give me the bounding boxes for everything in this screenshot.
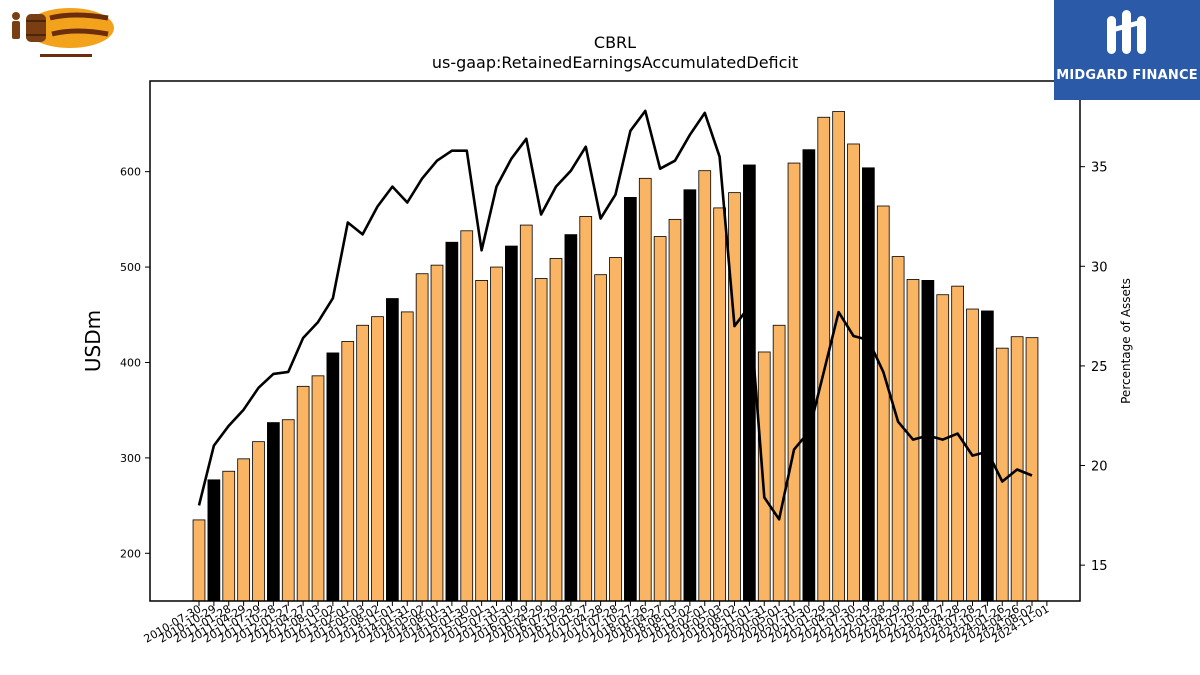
bar — [653, 236, 667, 602]
bars-layer — [192, 111, 1039, 602]
bar — [832, 111, 845, 602]
bar — [371, 316, 384, 602]
y2-tick-label: 15 — [1091, 559, 1108, 574]
pct-of-assets-line — [197, 109, 1033, 521]
bar — [386, 298, 399, 602]
bar — [713, 207, 726, 602]
x-axis: 2010-07-302010-10-292011-01-282011-04-29… — [142, 601, 1051, 646]
bar — [624, 197, 637, 602]
bar — [951, 285, 964, 602]
bar — [267, 422, 280, 602]
y2-axis-label: Percentage of Assets — [1119, 278, 1133, 404]
bar — [356, 324, 369, 602]
y-tick-label: 600 — [120, 166, 141, 179]
bar — [281, 419, 295, 602]
y-axis: 200 300 400 500 600 — [120, 166, 150, 560]
bar — [549, 258, 563, 602]
bar — [207, 479, 221, 602]
cracker-barrel-logo — [4, 4, 116, 64]
bar — [430, 264, 444, 602]
bar — [847, 143, 860, 602]
bar — [490, 266, 503, 602]
bar — [564, 234, 578, 602]
bar — [505, 245, 518, 602]
bar — [609, 257, 622, 602]
bar — [862, 167, 875, 602]
bar — [787, 162, 801, 602]
bar — [311, 375, 325, 602]
bar — [460, 230, 474, 602]
bar — [296, 385, 310, 602]
bar — [415, 273, 429, 602]
chart-title: CBRL — [594, 33, 636, 52]
chart-subtitle: us-gaap:RetainedEarningsAccumulatedDefic… — [432, 53, 798, 72]
bar — [475, 280, 488, 602]
bar — [698, 170, 712, 602]
bar — [341, 341, 355, 602]
bar — [1025, 337, 1039, 602]
line-layer — [197, 109, 1033, 521]
bar — [400, 311, 414, 602]
bar — [534, 278, 548, 602]
bar — [237, 458, 250, 602]
bar — [638, 177, 652, 602]
midgard-finance-logo: MIDGARD FINANCE — [1054, 0, 1200, 100]
bar — [519, 224, 533, 602]
plot-frame — [149, 80, 1081, 602]
bar — [921, 280, 935, 602]
bar — [683, 189, 697, 602]
bar — [936, 294, 950, 602]
bar — [802, 149, 816, 602]
bar — [757, 351, 771, 602]
y-tick-label: 500 — [120, 261, 141, 274]
y2-tick-label: 20 — [1091, 460, 1108, 475]
y2-tick-label: 30 — [1091, 260, 1108, 275]
bar — [743, 164, 756, 602]
bar — [579, 216, 593, 602]
bar — [891, 256, 905, 602]
bar — [222, 470, 236, 602]
bar — [728, 192, 741, 602]
y2-axis: 15 20 25 30 35 — [1080, 161, 1108, 574]
bar — [252, 441, 265, 602]
y2-tick-label: 25 — [1091, 360, 1108, 375]
bar — [668, 218, 682, 602]
bar — [876, 205, 890, 602]
bar — [772, 324, 786, 602]
y-tick-label: 400 — [120, 356, 141, 369]
bar — [192, 519, 206, 602]
bar — [326, 352, 340, 602]
y-tick-label: 200 — [120, 547, 141, 560]
bar — [594, 274, 607, 602]
y2-tick-label: 35 — [1091, 161, 1108, 176]
brand-name: MIDGARD FINANCE — [1056, 68, 1198, 83]
bar — [445, 241, 459, 602]
bar — [981, 310, 994, 602]
y-axis-label: USDm — [81, 310, 105, 372]
y-tick-label: 300 — [120, 452, 141, 465]
